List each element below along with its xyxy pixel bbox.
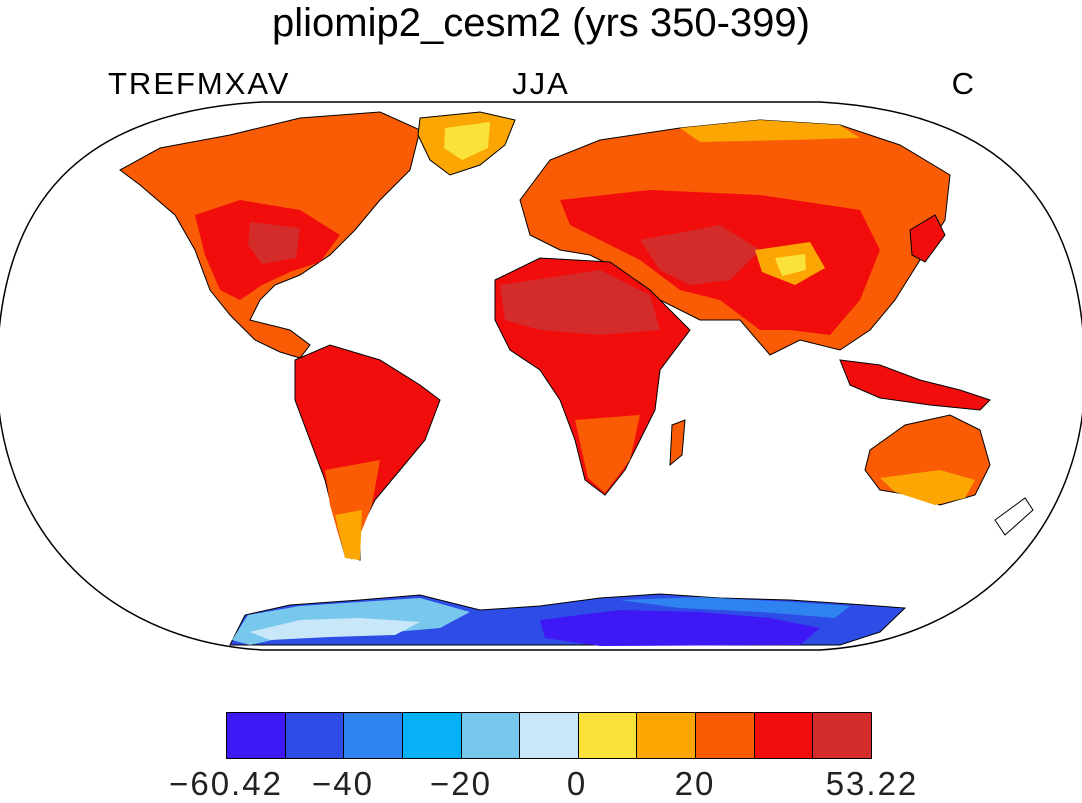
us-southwest-hotspot — [248, 222, 300, 264]
colorbar-tick-label: −40 — [312, 765, 374, 802]
antarctica-interior-coldest — [540, 610, 820, 646]
colorbar-swatch — [754, 713, 814, 758]
south-america-south — [325, 460, 380, 560]
antarctica-pale-edge — [250, 618, 420, 640]
middle-east-hotspot — [640, 225, 760, 285]
colorbar-tick-label: 0 — [566, 765, 588, 802]
globe-outline — [0, 101, 1082, 651]
maritime-southeast-asia — [839, 359, 991, 411]
sahara-hotspot — [500, 270, 660, 335]
colorbar-swatch — [344, 713, 403, 758]
south-america-landmass — [294, 344, 441, 561]
patagonia — [335, 510, 362, 560]
new-zealand — [994, 497, 1034, 536]
madagascar — [669, 419, 686, 467]
colorbar-swatch — [637, 713, 697, 758]
colorbar — [226, 712, 872, 759]
colorbar-tick-label: −20 — [430, 765, 492, 802]
colorbar-swatch — [402, 713, 462, 758]
southern-africa — [575, 415, 640, 493]
season-label: JJA — [512, 66, 570, 101]
siberia-arctic-coast — [680, 120, 860, 142]
variable-label: TREFMXAV — [108, 66, 291, 101]
australia-south-coast — [880, 470, 975, 505]
colorbar-swatch — [227, 713, 286, 758]
antarctica-mid-band — [620, 597, 850, 618]
units-label: C — [951, 66, 976, 101]
japan — [909, 214, 946, 263]
colorbar-tick-label: 20 — [674, 765, 716, 802]
plot-title: pliomip2_cesm2 (yrs 350-399) — [271, 1, 810, 45]
colorbar-swatch — [696, 713, 755, 758]
colorbar-swatch — [520, 713, 579, 758]
tibetan-plateau-core — [775, 254, 806, 276]
colorbar-swatch — [578, 713, 638, 758]
colorbar-swatch — [285, 713, 345, 758]
colorbar-tick-label: −60.42 — [169, 765, 283, 802]
colorbar-tick-label: 53.22 — [825, 765, 919, 802]
colorbar-swatch — [813, 713, 872, 758]
greenland-core — [444, 122, 490, 160]
colorbar-swatch — [461, 713, 521, 758]
